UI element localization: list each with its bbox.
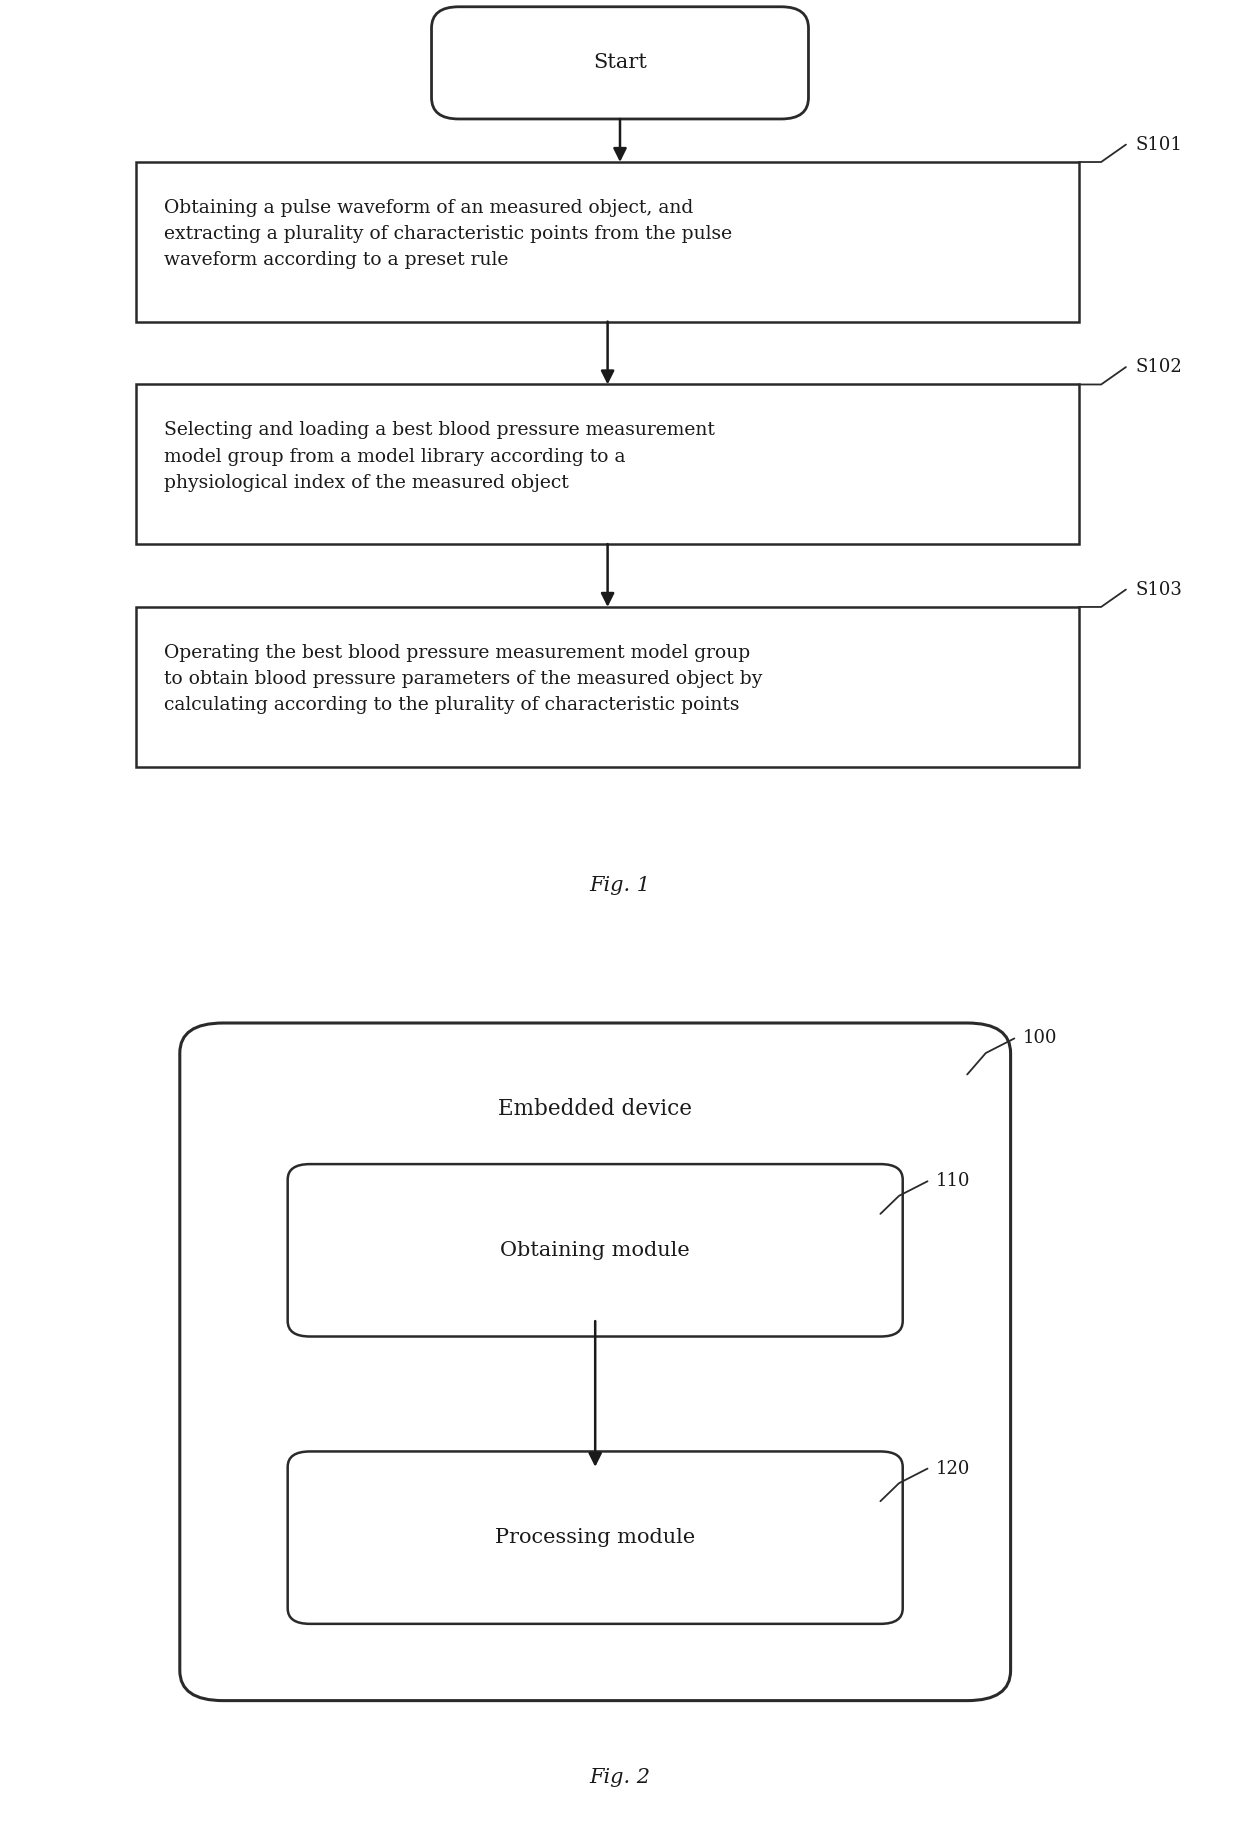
Text: Selecting and loading a best blood pressure measurement
model group from a model: Selecting and loading a best blood press… [164,422,714,493]
Text: Fig. 2: Fig. 2 [589,1768,651,1787]
Text: 100: 100 [1023,1029,1058,1048]
Text: Processing module: Processing module [495,1528,696,1548]
Text: 120: 120 [936,1460,971,1478]
FancyBboxPatch shape [136,385,1079,544]
Text: Embedded device: Embedded device [498,1099,692,1121]
Text: Obtaining module: Obtaining module [500,1241,691,1259]
Text: S102: S102 [1136,358,1183,376]
FancyBboxPatch shape [180,1024,1011,1701]
Text: Start: Start [593,53,647,73]
Text: S103: S103 [1136,580,1183,599]
FancyBboxPatch shape [136,162,1079,321]
Text: S101: S101 [1136,135,1183,153]
Text: 110: 110 [936,1172,971,1190]
FancyBboxPatch shape [136,608,1079,766]
FancyBboxPatch shape [288,1451,903,1624]
FancyBboxPatch shape [288,1164,903,1336]
Text: Operating the best blood pressure measurement model group
to obtain blood pressu: Operating the best blood pressure measur… [164,644,763,714]
Text: Obtaining a pulse waveform of an measured object, and
extracting a plurality of : Obtaining a pulse waveform of an measure… [164,199,732,270]
FancyBboxPatch shape [432,7,808,119]
Text: Fig. 1: Fig. 1 [589,876,651,894]
